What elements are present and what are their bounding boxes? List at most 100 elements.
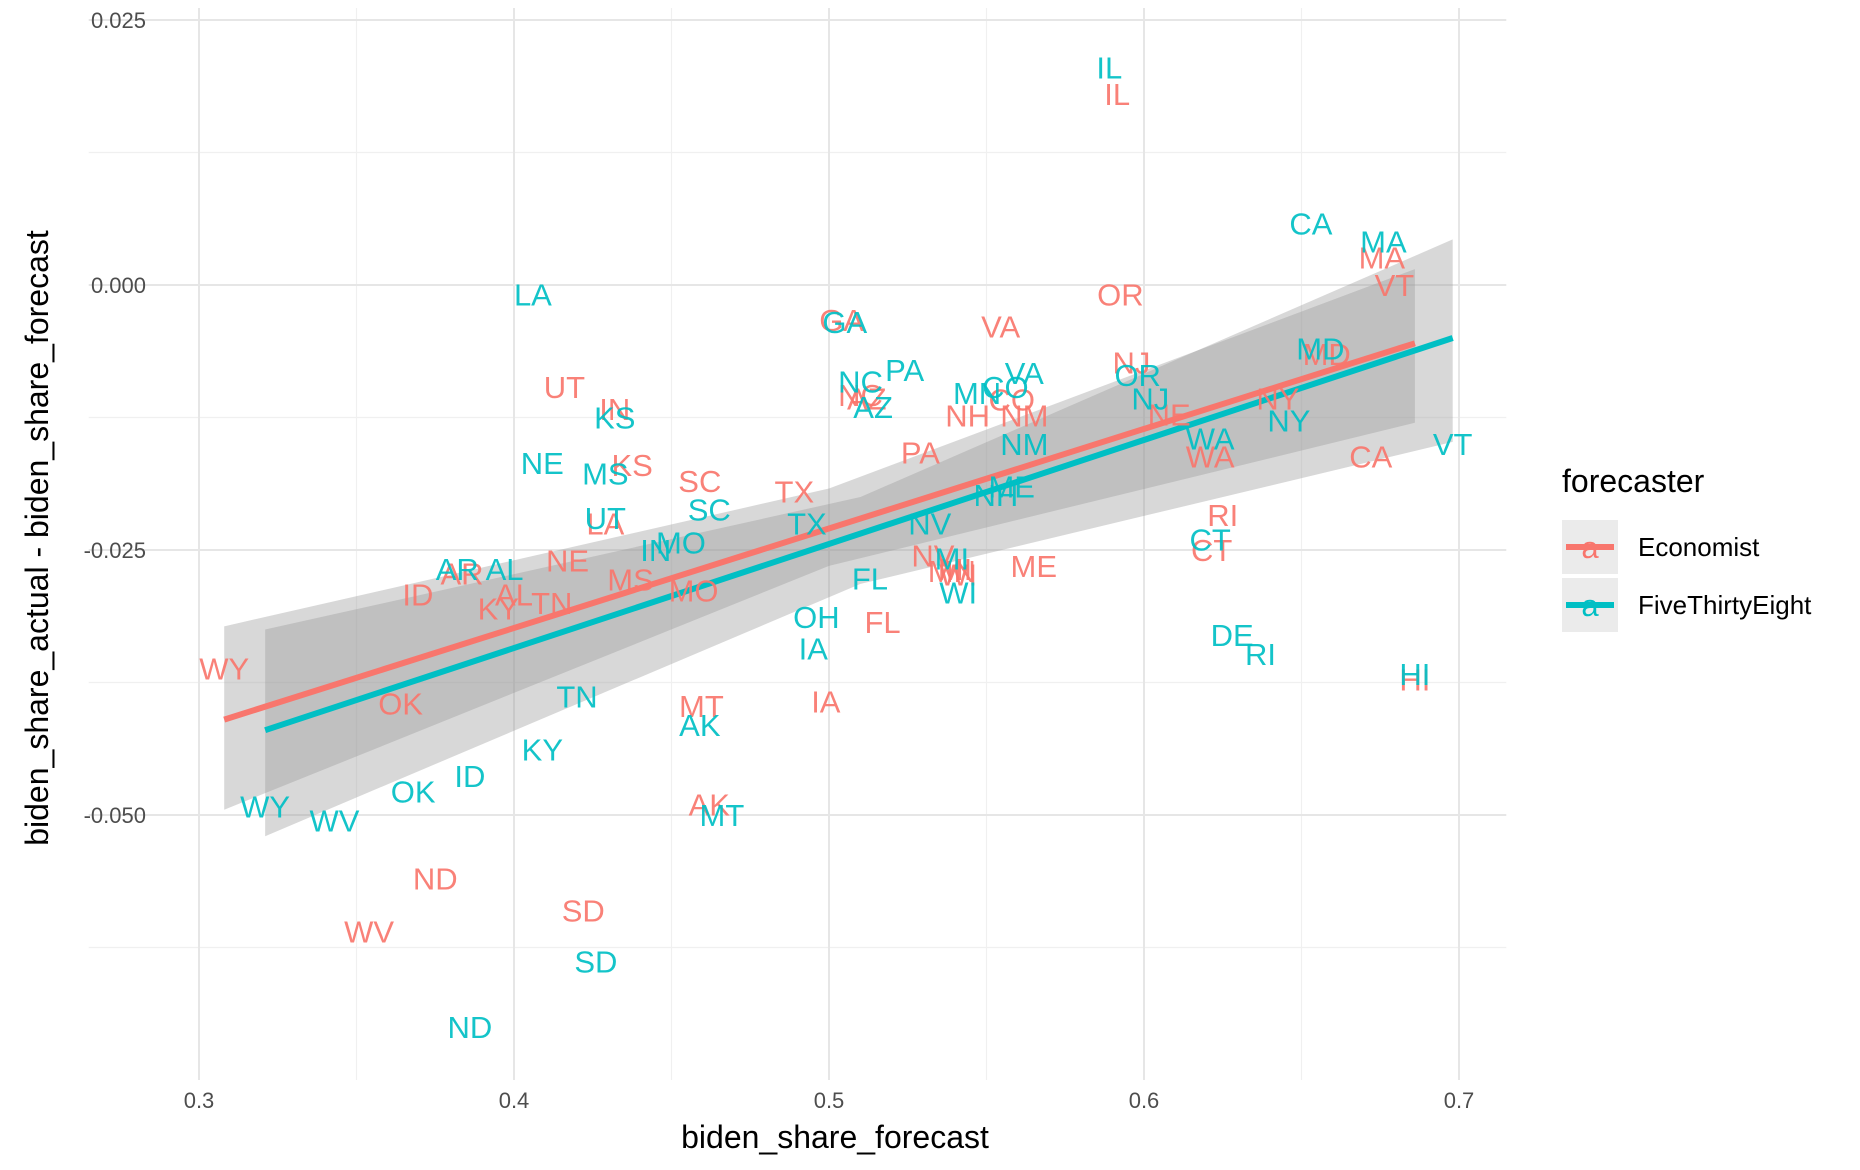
state-label: ND [413,862,458,897]
x-tick-label: 0.5 [814,1088,845,1113]
state-label: MT [679,689,724,724]
state-label: NH [945,398,990,433]
y-tick-label: 0.000 [91,273,146,298]
state-label: WV [344,915,394,950]
x-axis-ticks: 0.3 0.4 0.5 0.6 0.7 [184,1088,1475,1113]
y-axis-title: biden_share_actual - biden_share_forecas… [19,230,55,846]
state-label: PA [885,353,924,388]
state-label: AK [689,787,731,822]
state-label: IN [599,392,630,427]
state-label: MD [1303,337,1351,372]
state-label: MN [928,554,976,589]
state-label: WA [1186,440,1235,475]
state-label: IA [811,685,841,720]
state-label: NJ [1112,345,1150,380]
state-label: ME [1011,549,1058,584]
state-label: NY [1256,381,1299,416]
state-label: WA [1186,422,1235,457]
state-label: CT [1189,522,1230,557]
state-label: AZ [847,381,887,416]
state-label: MA [1360,225,1407,260]
state-label: MS [607,563,654,598]
state-label: MI [935,541,969,576]
state-label: MN [953,376,1001,411]
confidence-band [265,239,1453,837]
state-label: OH [793,600,840,635]
state-label: PA [901,435,940,470]
legend-key-glyph: a [1581,588,1599,623]
state-label: MO [669,573,719,608]
grid [88,8,1507,1080]
state-label: IA [799,632,829,667]
state-label: UT [585,501,626,536]
state-label: AK [679,708,721,743]
state-label: TX [775,475,815,510]
x-tick-label: 0.6 [1129,1088,1160,1113]
state-label: MS [582,457,629,492]
state-label: TN [531,586,572,621]
y-tick-label: 0.025 [91,8,146,33]
state-label: CA [1289,207,1332,242]
state-label: AR [440,556,483,591]
state-label: MT [700,798,745,833]
state-label: KY [522,732,563,767]
state-label: NE [1148,397,1191,432]
confidence-bands [224,239,1453,837]
state-label: ND [448,1010,493,1045]
state-label: CO [988,382,1035,417]
state-label: MA [1359,240,1406,275]
state-label: GA [822,305,867,340]
state-label: LA [514,278,552,313]
state-label: WI [939,557,977,592]
state-label: HI [1399,657,1430,692]
state-label: AL [486,552,524,587]
state-label: KY [478,591,519,626]
state-label: NE [521,446,564,481]
x-tick-label: 0.4 [499,1088,530,1113]
state-label: GA [819,303,864,338]
state-label: WI [939,575,977,610]
state-label: OK [378,687,423,722]
state-label: OK [391,775,436,810]
legend-key-glyph: a [1581,530,1599,565]
state-label: NJ [1131,381,1169,416]
state-label: MI [938,552,972,587]
state-label: SD [562,893,605,928]
state-label: IL [1096,51,1122,86]
state-label: CO [982,370,1029,405]
x-tick-label: 0.7 [1444,1088,1475,1113]
state-label: SD [574,944,617,979]
state-label: VT [1433,427,1473,462]
state-label: LA [586,507,624,542]
state-label: NE [546,544,589,579]
state-label: NY [1267,404,1310,439]
legend-title: forecaster [1562,463,1705,499]
state-label: FL [864,605,900,640]
state-label: RI [1245,637,1276,672]
state-label: HI [1399,662,1430,697]
state-label: WV [309,803,359,838]
state-label: AZ [853,390,893,425]
state-label: VA [1005,356,1044,391]
state-label: AR [436,552,479,587]
state-label: KS [594,401,635,436]
state-label: ID [454,759,485,794]
state-label: TX [787,507,827,542]
legend-label: Economist [1638,532,1760,562]
legend-label: FiveThirtyEight [1638,590,1812,620]
state-label: VA [981,309,1020,344]
state-label: RI [1207,498,1238,533]
state-label: NM [1000,427,1048,462]
state-label: KS [611,448,652,483]
state-label: VT [1375,268,1415,303]
state-label: NC [838,378,883,413]
x-axis-title: biden_share_forecast [681,1119,989,1155]
state-label: UT [544,370,585,405]
x-tick-label: 0.3 [184,1088,215,1113]
y-tick-label: -0.050 [84,803,146,828]
state-label: DE [1211,618,1254,653]
state-label: SC [678,464,721,499]
state-label: OR [1097,278,1144,313]
